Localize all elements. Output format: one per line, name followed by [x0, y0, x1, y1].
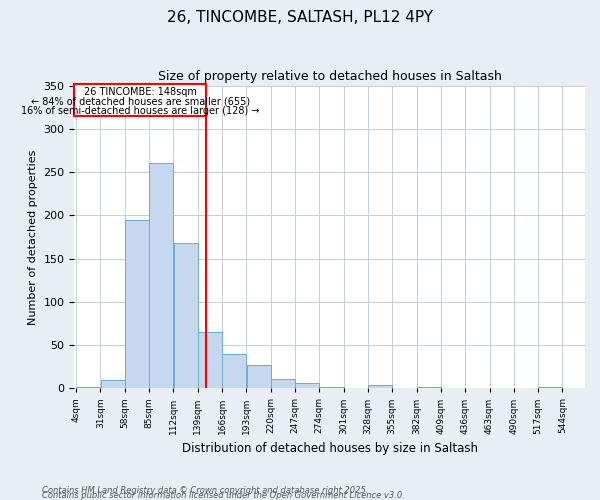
- Text: 26, TINCOMBE, SALTASH, PL12 4PY: 26, TINCOMBE, SALTASH, PL12 4PY: [167, 10, 433, 25]
- Text: ← 84% of detached houses are smaller (655): ← 84% of detached houses are smaller (65…: [31, 97, 250, 107]
- Text: 26 TINCOMBE: 148sqm: 26 TINCOMBE: 148sqm: [83, 88, 197, 98]
- FancyBboxPatch shape: [74, 84, 206, 116]
- Bar: [295, 383, 319, 388]
- Text: Contains HM Land Registry data © Crown copyright and database right 2025.: Contains HM Land Registry data © Crown c…: [42, 486, 368, 495]
- Bar: [101, 380, 125, 388]
- Bar: [222, 354, 246, 388]
- Title: Size of property relative to detached houses in Saltash: Size of property relative to detached ho…: [158, 70, 502, 83]
- Bar: [149, 164, 173, 388]
- Text: 16% of semi-detached houses are larger (128) →: 16% of semi-detached houses are larger (…: [21, 106, 259, 117]
- Bar: [173, 243, 197, 388]
- X-axis label: Distribution of detached houses by size in Saltash: Distribution of detached houses by size …: [182, 442, 478, 455]
- Bar: [319, 386, 344, 388]
- Bar: [198, 332, 222, 388]
- Bar: [271, 379, 295, 388]
- Bar: [247, 365, 271, 388]
- Y-axis label: Number of detached properties: Number of detached properties: [28, 149, 38, 324]
- Text: Contains public sector information licensed under the Open Government Licence v3: Contains public sector information licen…: [42, 491, 405, 500]
- Bar: [368, 385, 392, 388]
- Bar: [125, 220, 149, 388]
